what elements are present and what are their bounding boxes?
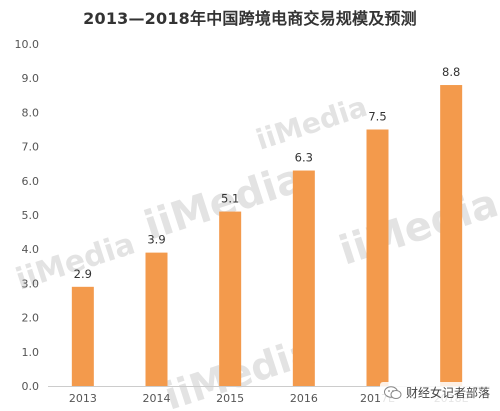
bar — [145, 252, 168, 386]
badge-text: 财经女记者部落 — [405, 386, 490, 400]
y-tick-label: 9.0 — [22, 72, 40, 85]
y-tick-label: 1.0 — [22, 346, 40, 359]
wechat-badge: 财经女记者部落 — [379, 382, 494, 403]
wechat-icon — [383, 385, 402, 399]
bar — [71, 286, 94, 386]
y-tick-label: 4.0 — [22, 243, 40, 256]
y-tick-label: 8.0 — [22, 106, 40, 119]
bar — [366, 129, 389, 386]
x-tick-label: 2014 — [143, 392, 171, 405]
axes: 0.0 1.0 2.0 3.0 4.0 5.0 6.0 7.0 8.0 9.0 10.0 — [15, 38, 490, 393]
y-tick-label: 10.0 — [15, 38, 40, 51]
bar — [440, 85, 463, 386]
data-label: 2.9 — [74, 267, 92, 281]
y-tick-label: 6.0 — [22, 175, 40, 188]
bar — [292, 170, 315, 386]
data-label: 8.8 — [442, 65, 460, 79]
y-tick-label: 3.0 — [22, 277, 40, 290]
y-tick-label: 0.0 — [22, 380, 40, 393]
data-label: 3.9 — [147, 233, 165, 247]
watermark-text: iiMedia — [334, 180, 500, 274]
x-tick-label: 2016 — [290, 392, 318, 405]
bars: 2.920133.920145.120156.320167.52017E8.82… — [69, 65, 469, 405]
data-label: 5.1 — [221, 192, 239, 206]
data-label: 6.3 — [295, 151, 313, 165]
x-tick-label: 2013 — [69, 392, 97, 405]
data-label: 7.5 — [368, 110, 386, 124]
chart-title: 2013—2018年中国跨境电商交易规模及预测 — [83, 9, 417, 28]
watermark-text: iiMedia — [252, 90, 371, 157]
bar — [219, 211, 242, 386]
x-tick-label: 2015 — [216, 392, 244, 405]
y-tick-label: 2.0 — [22, 312, 40, 325]
y-tick-label: 7.0 — [22, 141, 40, 154]
y-tick-label: 5.0 — [22, 209, 40, 222]
